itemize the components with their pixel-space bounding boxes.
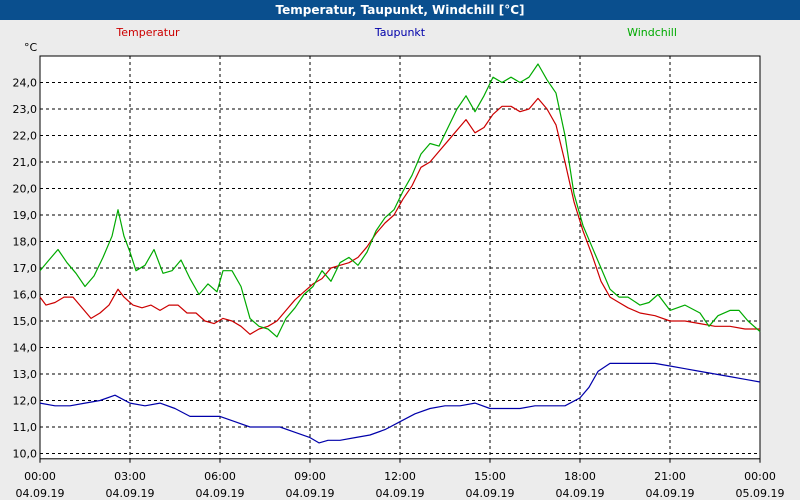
y-tick-label: 17,0: [13, 262, 38, 275]
y-tick-label: 13,0: [13, 368, 38, 381]
series-line-taupunkt: [39, 362, 761, 444]
legend-label-windchill: Windchill: [627, 26, 677, 39]
x-tick-date-label: 05.09.19: [736, 487, 785, 500]
x-tick-time-label: 09:00: [294, 470, 326, 483]
y-tick-label: 14,0: [13, 342, 38, 355]
x-tick-date-label: 04.09.19: [106, 487, 155, 500]
y-tick-label: 10,0: [13, 448, 38, 461]
x-tick-date-label: 04.09.19: [286, 487, 335, 500]
y-tick-label: 22,0: [13, 130, 38, 143]
y-tick-label: 20,0: [13, 183, 38, 196]
x-tick-date-label: 04.09.19: [556, 487, 605, 500]
y-tick-label: 18,0: [13, 236, 38, 249]
x-tick-date-label: 04.09.19: [16, 487, 65, 500]
y-tick-label: 21,0: [13, 156, 38, 169]
x-tick-time-label: 18:00: [564, 470, 596, 483]
x-tick-time-label: 21:00: [654, 470, 686, 483]
y-tick-label: 15,0: [13, 315, 38, 328]
x-tick-time-label: 15:00: [474, 470, 506, 483]
y-tick-label: 24,0: [13, 77, 38, 90]
series-line-windchill: [39, 63, 761, 338]
chart-title: Temperatur, Taupunkt, Windchill [°C]: [0, 0, 800, 20]
y-axis-label: °C: [24, 41, 38, 54]
y-tick-label: 12,0: [13, 395, 38, 408]
x-tick-time-label: 03:00: [114, 470, 146, 483]
x-tick-time-label: 12:00: [384, 470, 416, 483]
x-tick-date-label: 04.09.19: [376, 487, 425, 500]
x-tick-time-label: 00:00: [744, 470, 776, 483]
x-tick-time-label: 00:00: [24, 470, 56, 483]
x-tick-date-label: 04.09.19: [466, 487, 515, 500]
legend-label-temperatur: Temperatur: [115, 26, 180, 39]
x-tick-time-label: 06:00: [204, 470, 236, 483]
x-tick-date-label: 04.09.19: [196, 487, 245, 500]
chart-plot: 10,0 11,0 12,0 13,0 14,0 15,0 16,0 17,0 18,0 19,0…: [0, 20, 800, 500]
x-tick-date-label: 04.09.19: [646, 487, 695, 500]
y-tick-label: 19,0: [13, 209, 38, 222]
y-tick-label: 16,0: [13, 289, 38, 302]
y-tick-label: 11,0: [13, 421, 38, 434]
y-tick-label: 23,0: [13, 103, 38, 116]
legend-label-taupunkt: Taupunkt: [374, 26, 426, 39]
